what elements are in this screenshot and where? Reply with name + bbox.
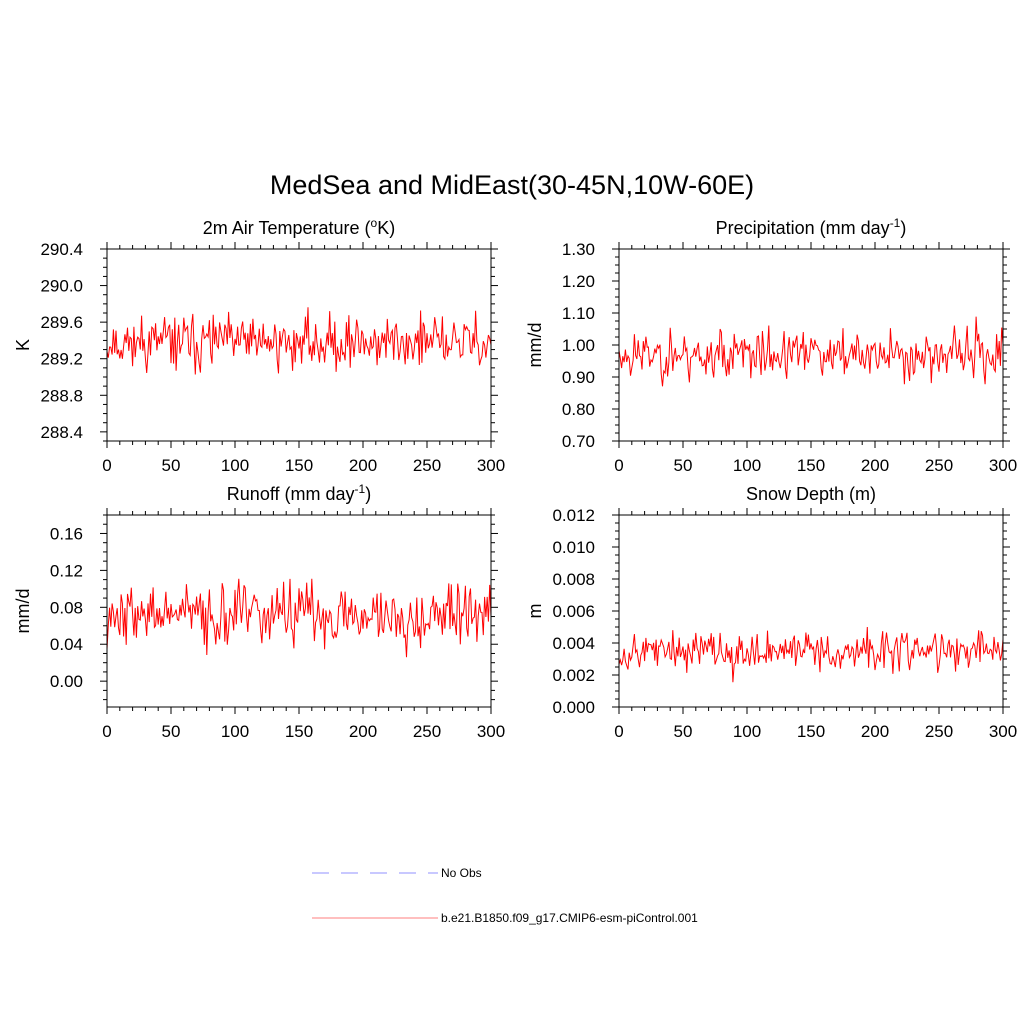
- snow-depth-title-main: Snow Depth (m): [746, 484, 876, 504]
- panel-air-temperature: 0 50 100 150 200 250 300 288.4 288.8 289.2 289.6 29…: [13, 216, 505, 475]
- air-temperature-ytick-label: 288.4: [40, 423, 83, 442]
- air-temperature-series-line: [106, 307, 492, 375]
- runoff-xtick-label: 50: [162, 722, 181, 741]
- snow-depth-xtick-label: 0: [614, 722, 623, 741]
- precipitation-xtick-label: 250: [925, 456, 953, 475]
- precipitation-ytick-label: 0.80: [562, 400, 595, 419]
- snow-depth-xtick-label: 50: [674, 722, 693, 741]
- snow-depth-ytick-label: 0.010: [552, 538, 595, 557]
- snow-depth-title: Snow Depth (m): [746, 484, 876, 504]
- air-temperature-xtick-label: 150: [285, 456, 313, 475]
- snow-depth-ytick-label: 0.002: [552, 666, 595, 685]
- air-temperature-xtick-label: 200: [349, 456, 377, 475]
- air-temperature-title-end: K): [377, 218, 395, 238]
- snow-depth-xtick-label: 100: [733, 722, 761, 741]
- snow-depth-xtick-label: 200: [861, 722, 889, 741]
- precipitation-title-main: Precipitation (mm day: [716, 218, 890, 238]
- precipitation-ylabel: mm/d: [525, 323, 545, 368]
- snow-depth-xtick-label: 300: [989, 722, 1017, 741]
- runoff-xtick-label: 200: [349, 722, 377, 741]
- snow-depth-plot-frame: [618, 514, 1004, 708]
- legend-obs-label: No Obs: [441, 866, 482, 880]
- runoff-xtick-label: 100: [221, 722, 249, 741]
- precipitation-ytick-label: 1.30: [562, 240, 595, 259]
- precipitation-series-line: [618, 316, 1004, 387]
- runoff-ytick-label: 0.12: [50, 561, 83, 580]
- snow-depth-xtick-label: 150: [797, 722, 825, 741]
- air-temperature-title-sup: o: [371, 216, 378, 230]
- precipitation-ytick-label: 1.10: [562, 304, 595, 323]
- legend: No Obs b.e21.B1850.f09_g17.CMIP6-esm-piC…: [312, 866, 698, 925]
- runoff-xtick-label: 250: [413, 722, 441, 741]
- runoff-ytick-label: 0.16: [50, 524, 83, 543]
- air-temperature-xtick-label: 300: [477, 456, 505, 475]
- precipitation-ytick-label: 0.70: [562, 432, 595, 451]
- runoff-series-line: [106, 578, 492, 658]
- air-temperature-ylabel: K: [13, 339, 33, 351]
- precipitation-xtick-label: 150: [797, 456, 825, 475]
- precipitation-title: Precipitation (mm day-1): [716, 216, 907, 238]
- precipitation-ytick-label: 1.00: [562, 336, 595, 355]
- air-temperature-ytick-label: 288.8: [40, 386, 83, 405]
- air-temperature-xtick-label: 100: [221, 456, 249, 475]
- snow-depth-series-line: [618, 626, 1004, 683]
- runoff-ytick-label: 0.08: [50, 598, 83, 617]
- precipitation-xtick-label: 0: [614, 456, 623, 475]
- snow-depth-xtick-label: 250: [925, 722, 953, 741]
- air-temperature-title: 2m Air Temperature (oK): [203, 216, 395, 238]
- air-temperature-ytick-label: 289.6: [40, 313, 83, 332]
- snow-depth-ytick-label: 0.006: [552, 602, 595, 621]
- runoff-title: Runoff (mm day-1): [227, 482, 371, 504]
- runoff-ytick-label: 0.04: [50, 635, 83, 654]
- panel-precipitation: 0 50 100 150 200 250 300 0.70 0.80 0.90 1.00 1.10 1.…: [525, 216, 1017, 475]
- legend-series-label: b.e21.B1850.f09_g17.CMIP6-esm-piControl.…: [441, 911, 698, 925]
- snow-depth-ytick-label: 0.004: [552, 634, 595, 653]
- runoff-ylabel: mm/d: [13, 589, 33, 634]
- precipitation-xtick-label: 200: [861, 456, 889, 475]
- air-temperature-ytick-label: 290.0: [40, 277, 83, 296]
- panel-snow-depth: 0 50 100 150 200 250 300 0.000 0.002 0.004 0.006 0.…: [525, 484, 1017, 741]
- runoff-title-main: Runoff (mm day: [227, 484, 355, 504]
- air-temperature-ytick-label: 289.2: [40, 350, 83, 369]
- panel-runoff: 0 50 100 150 200 250 300 0.00 0.04 0.08 0.12 0.16 mm…: [13, 482, 505, 741]
- air-temperature-ytick-label: 290.4: [40, 240, 83, 259]
- air-temperature-xtick-label: 250: [413, 456, 441, 475]
- snow-depth-ytick-label: 0.012: [552, 506, 595, 525]
- figure-title: MedSea and MidEast(30-45N,10W-60E): [270, 170, 754, 200]
- snow-depth-ytick-label: 0.000: [552, 698, 595, 717]
- precipitation-title-end: ): [900, 218, 906, 238]
- snow-depth-ytick-label: 0.008: [552, 570, 595, 589]
- precipitation-ytick-label: 1.20: [562, 272, 595, 291]
- precipitation-xtick-label: 100: [733, 456, 761, 475]
- precipitation-ytick-label: 0.90: [562, 368, 595, 387]
- air-temperature-xtick-label: 50: [162, 456, 181, 475]
- runoff-title-end: ): [365, 484, 371, 504]
- snow-depth-ylabel: m: [525, 604, 545, 619]
- precipitation-xtick-label: 50: [674, 456, 693, 475]
- runoff-ytick-label: 0.00: [50, 672, 83, 691]
- runoff-xtick-label: 150: [285, 722, 313, 741]
- runoff-xtick-label: 0: [102, 722, 111, 741]
- runoff-xtick-label: 300: [477, 722, 505, 741]
- air-temperature-title-main: 2m Air Temperature (: [203, 218, 371, 238]
- air-temperature-xtick-label: 0: [102, 456, 111, 475]
- runoff-title-sup: -1: [355, 482, 366, 496]
- precipitation-title-sup: -1: [890, 216, 901, 230]
- precipitation-xtick-label: 300: [989, 456, 1017, 475]
- precipitation-plot-frame: [618, 248, 1004, 442]
